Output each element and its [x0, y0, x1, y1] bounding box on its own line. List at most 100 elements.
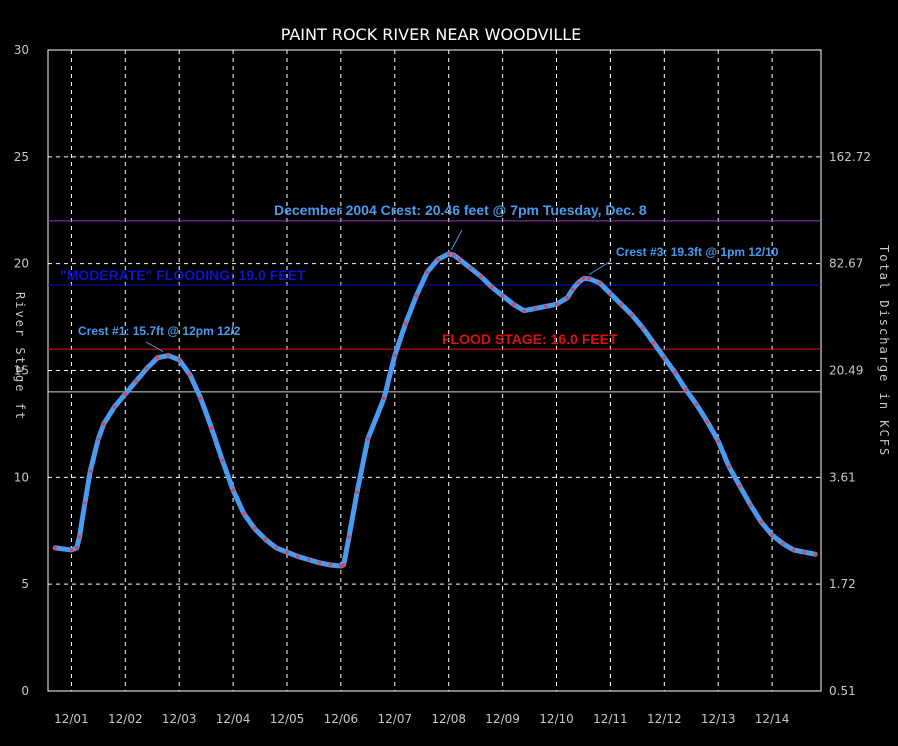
data-point — [662, 355, 667, 360]
data-point — [155, 355, 160, 360]
data-point — [522, 308, 526, 313]
grid-lines — [48, 50, 821, 691]
data-point — [96, 437, 101, 441]
data-point — [813, 552, 817, 557]
data-point — [339, 564, 343, 568]
data-point — [145, 366, 149, 371]
x-tick-label: 12/12 — [647, 712, 682, 726]
data-point — [511, 302, 516, 307]
data-point — [317, 561, 322, 565]
data-point — [457, 257, 462, 262]
annotation-label: December 2004 Crest: 20.46 feet @ 7pm Tu… — [274, 202, 647, 218]
data-point — [366, 437, 370, 441]
data-point — [694, 402, 699, 407]
data-point — [581, 276, 586, 281]
data-point — [705, 420, 710, 424]
y-tick-label: 15 — [14, 364, 29, 378]
y-tick-label: 20 — [14, 257, 29, 271]
data-point — [608, 291, 613, 296]
data-point — [88, 469, 93, 473]
data-point — [393, 353, 397, 358]
y2-tick-label: 1.72 — [829, 577, 856, 591]
y2-tick-label: 3.61 — [829, 470, 856, 484]
data-point — [802, 550, 807, 554]
data-point — [341, 563, 346, 567]
data-point — [414, 293, 419, 298]
data-point — [490, 285, 494, 290]
data-point — [640, 326, 645, 330]
data-point — [759, 520, 764, 524]
data-point — [565, 296, 570, 300]
data-point — [134, 379, 138, 384]
data-point — [425, 270, 429, 275]
y2-tick-label: 0.51 — [829, 684, 856, 698]
data-point — [188, 373, 192, 377]
data-point — [791, 548, 796, 552]
x-axis-ticks: 12/01 12/02 12/03 12/04 12/05 12/06 12/07 12/08… — [54, 712, 789, 726]
annotation-leader — [588, 260, 612, 276]
data-point — [619, 302, 623, 307]
data-point — [199, 396, 203, 401]
data-point — [436, 257, 440, 262]
annotation-leader — [145, 341, 164, 352]
y-tick-label: 0 — [21, 684, 29, 698]
y-tick-label: 10 — [14, 470, 29, 484]
data-point — [231, 488, 235, 493]
y2-tick-label: 20.49 — [829, 364, 863, 378]
data-point — [296, 554, 300, 559]
data-point — [355, 490, 359, 495]
data-point — [252, 526, 257, 531]
data-point — [587, 276, 591, 281]
x-tick-label: 12/11 — [593, 712, 628, 726]
annotation-label: Crest #3: 19.3ft @ 1pm 12/10 — [616, 245, 779, 259]
data-point — [651, 340, 656, 345]
stage-line — [52, 251, 818, 569]
data-point — [554, 302, 559, 307]
data-point — [77, 535, 82, 539]
left-axis-ticks: 0 5 10 15 20 25 30 — [14, 43, 29, 698]
annotations: December 2004 Crest: 20.46 feet @ 7pm Tu… — [78, 202, 779, 352]
data-point — [83, 501, 87, 505]
y2-tick-label: 162.72 — [829, 150, 871, 164]
x-tick-label: 12/13 — [701, 712, 736, 726]
data-point — [403, 321, 408, 326]
annotation-label: Crest #1: 15.7ft @ 12pm 12/2 — [78, 324, 241, 338]
x-tick-label: 12/14 — [755, 712, 790, 726]
y-tick-label: 25 — [14, 150, 29, 164]
reference-lines: "MODERATE" FLOODING: 19.0 FEET FLOOD STAG… — [48, 220, 821, 393]
y2-tick-label: 82.67 — [829, 257, 863, 271]
x-tick-label: 12/04 — [216, 712, 251, 726]
data-point — [727, 464, 731, 469]
x-tick-label: 12/09 — [485, 712, 520, 726]
data-point — [53, 546, 57, 550]
data-point — [101, 422, 106, 426]
data-point — [452, 253, 456, 257]
stage-series — [52, 251, 818, 569]
chart-title: PAINT ROCK RIVER NEAR WOODVILLE — [281, 25, 582, 44]
data-point — [242, 511, 246, 516]
data-point — [738, 484, 742, 488]
data-point — [328, 563, 332, 567]
data-point — [576, 281, 580, 285]
data-point — [770, 533, 774, 537]
data-point — [716, 439, 720, 443]
data-point — [285, 550, 289, 554]
y-tick-label: 5 — [21, 577, 29, 591]
annotation-leader — [450, 229, 463, 251]
data-point — [209, 426, 214, 431]
data-point — [69, 548, 74, 552]
data-point — [220, 458, 225, 463]
data-point — [630, 313, 634, 317]
right-axis-ticks: 0.51 1.72 3.61 20.49 82.67 162.72 — [829, 150, 871, 698]
data-point — [123, 392, 128, 396]
y-axis-label: River Stage ft — [13, 292, 27, 421]
y-tick-label: 30 — [14, 43, 29, 57]
data-point — [263, 537, 268, 542]
data-point — [382, 396, 386, 401]
data-point — [597, 281, 602, 285]
data-point — [673, 370, 677, 375]
data-point — [177, 358, 181, 362]
y2-axis-label: Total Discharge in KCFS — [877, 245, 891, 457]
x-tick-label: 12/03 — [162, 712, 197, 726]
